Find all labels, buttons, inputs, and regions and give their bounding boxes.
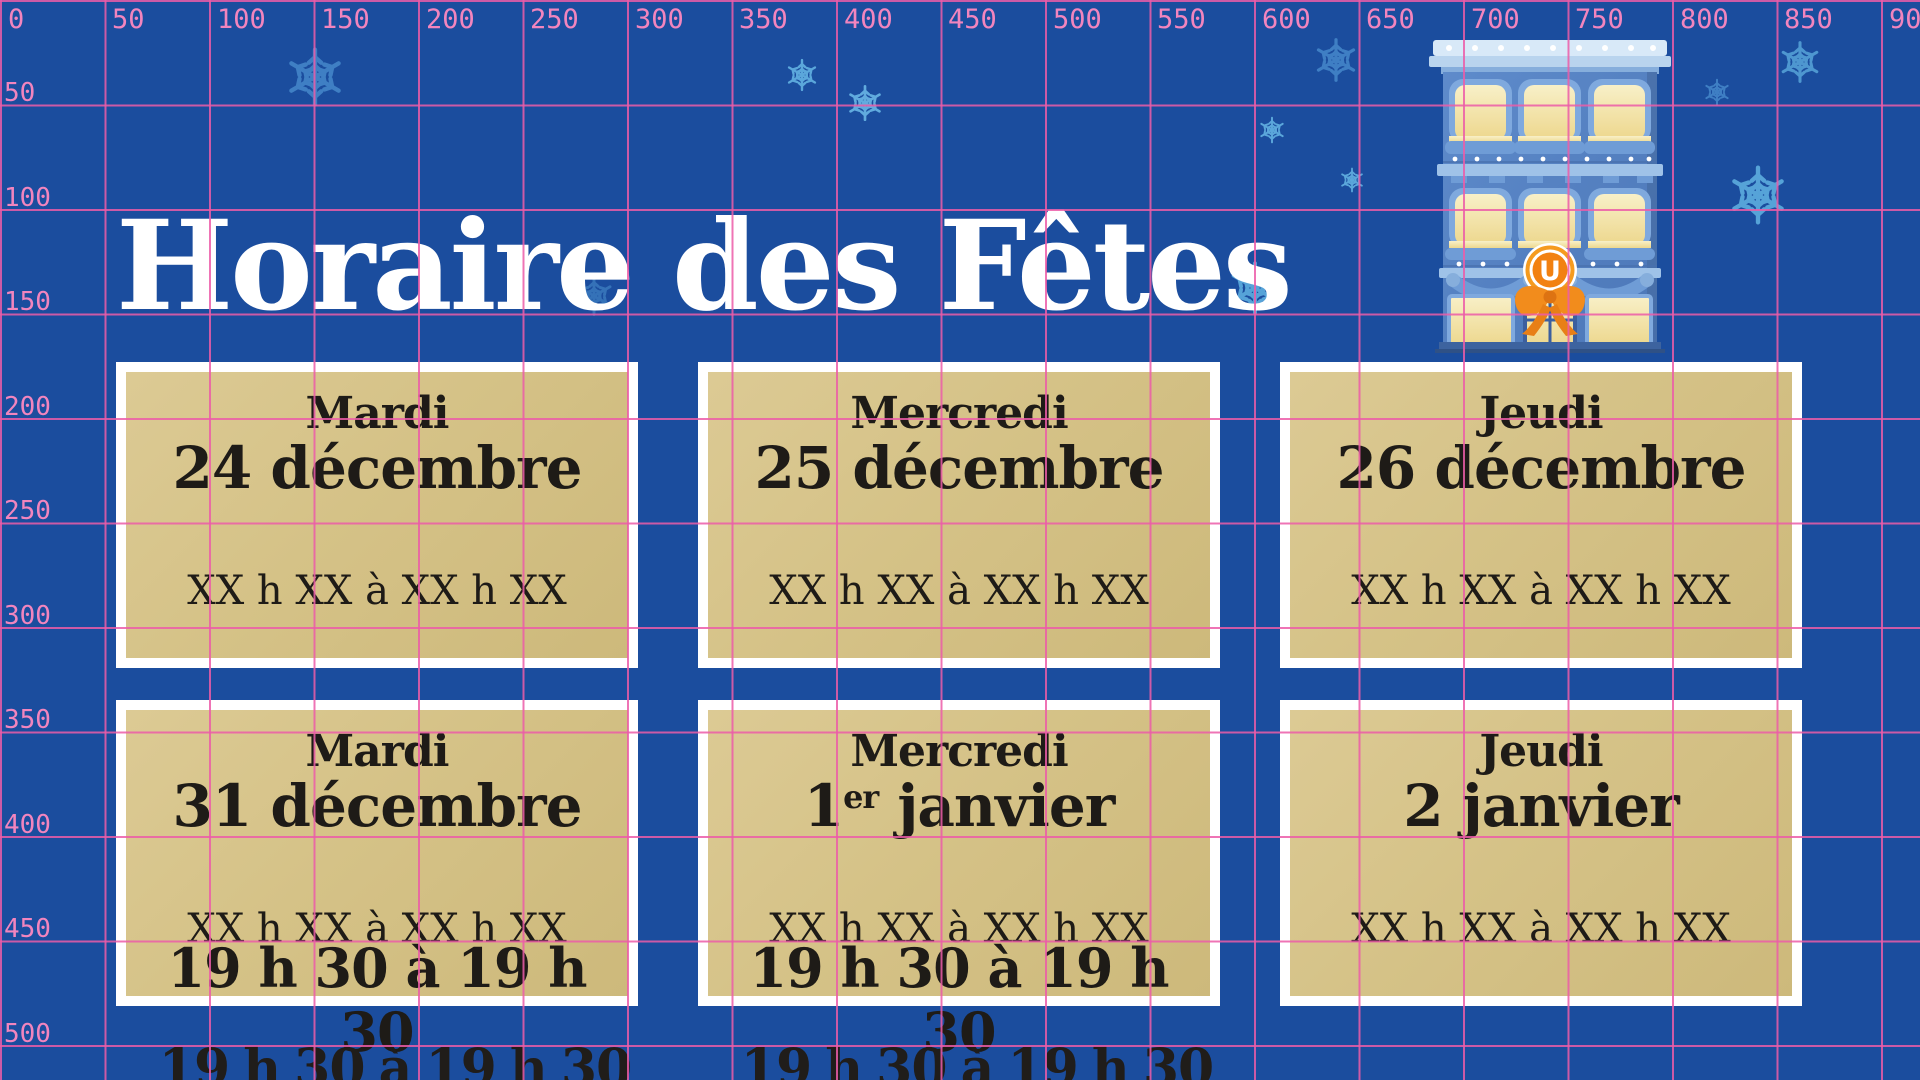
hours-card-panel: Mercredi 1er janvier XX h XX à XX h XX 1… bbox=[708, 710, 1210, 1064]
hours-card-panel: Mardi 31 décembre XX h XX à XX h XX 19 h… bbox=[126, 710, 628, 1064]
card-day-label: Mardi bbox=[305, 388, 450, 439]
snowflake-icon bbox=[846, 84, 884, 122]
hours-card-1-jan: Mercredi 1er janvier XX h XX à XX h XX 1… bbox=[698, 700, 1220, 1064]
store-building-illustration: U bbox=[1429, 40, 1671, 353]
ruler-label-left: 100 bbox=[4, 183, 51, 213]
card-day-label: Mercredi bbox=[850, 726, 1068, 777]
ruler-label-top: 200 bbox=[426, 4, 475, 35]
hours-card-panel: Mercredi 25 décembre XX h XX à XX h XX bbox=[708, 372, 1210, 658]
ruler-label-left: 400 bbox=[4, 810, 51, 840]
store-logo-letter: U bbox=[1539, 256, 1561, 287]
card-hours-placeholder: XX h XX à XX h XX bbox=[187, 568, 567, 614]
snowflake-icon bbox=[1258, 116, 1286, 144]
ruler-label-top: 0 bbox=[8, 4, 25, 35]
middle-windows bbox=[1449, 188, 1651, 248]
hours-card-24-dec: Mardi 24 décembre XX h XX à XX h XX bbox=[116, 362, 638, 668]
card-date-label: 2 janvier bbox=[1403, 772, 1679, 841]
overflow-hours-text: 19 h 30 à 19 h 30 bbox=[158, 1038, 632, 1080]
ruler-label-left: 300 bbox=[4, 601, 51, 631]
poster-title: Horaire des Fêtes bbox=[116, 194, 1293, 340]
ruler-label-left: 50 bbox=[4, 78, 36, 108]
snowflake-icon bbox=[1778, 40, 1822, 84]
hours-card-31-dec: Mardi 31 décembre XX h XX à XX h XX 19 h… bbox=[116, 700, 638, 1064]
upper-windows bbox=[1449, 79, 1651, 143]
ruler-label-top: 800 bbox=[1680, 4, 1729, 35]
ruler-label-top: 450 bbox=[948, 4, 997, 35]
ruler-label-top: 250 bbox=[530, 4, 579, 35]
snowflake-icon bbox=[1313, 37, 1359, 83]
snowflake-icon bbox=[284, 46, 346, 108]
snowflake-icon bbox=[785, 58, 819, 92]
card-date-label: 1er janvier bbox=[803, 772, 1116, 841]
ruler-label-left: 200 bbox=[4, 392, 51, 422]
card-hours-placeholder: XX h XX à XX h XX bbox=[1351, 906, 1731, 952]
ruler-label-top: 550 bbox=[1157, 4, 1206, 35]
ruler-label-top: 100 bbox=[217, 4, 266, 35]
card-day-label: Jeudi bbox=[1479, 726, 1603, 777]
card-day-label: Mercredi bbox=[850, 388, 1068, 439]
ruler-label-top: 300 bbox=[635, 4, 684, 35]
ruler-label-top: 900 bbox=[1889, 4, 1920, 35]
ruler-label-top: 400 bbox=[844, 4, 893, 35]
overflow-hours-text: 19 h 30 à 19 h 30 bbox=[740, 1038, 1214, 1080]
ruler-label-top: 500 bbox=[1053, 4, 1102, 35]
card-date-label: 24 décembre bbox=[172, 434, 583, 503]
ruler-label-top: 350 bbox=[739, 4, 788, 35]
card-day-label: Jeudi bbox=[1479, 388, 1603, 439]
ruler-label-left: 500 bbox=[4, 1019, 51, 1049]
ruler-label-left: 150 bbox=[4, 287, 51, 317]
ruler-label-top: 600 bbox=[1262, 4, 1311, 35]
ruler-label-top: 50 bbox=[112, 4, 145, 35]
snowflake-icon bbox=[1703, 78, 1731, 106]
snowflake-icon bbox=[1727, 164, 1789, 226]
ruler-label-top: 850 bbox=[1784, 4, 1833, 35]
ruler-label-top: 150 bbox=[321, 4, 370, 35]
hours-card-25-dec: Mercredi 25 décembre XX h XX à XX h XX bbox=[698, 362, 1220, 668]
hours-card-panel: Jeudi 2 janvier XX h XX à XX h XX bbox=[1290, 710, 1792, 996]
card-date-label: 25 décembre bbox=[754, 434, 1165, 503]
card-date-label: 31 décembre bbox=[172, 772, 583, 841]
card-hours-placeholder: XX h XX à XX h XX bbox=[1351, 568, 1731, 614]
ruler-label-left: 350 bbox=[4, 705, 51, 735]
hours-card-panel: Mardi 24 décembre XX h XX à XX h XX bbox=[126, 372, 628, 658]
snowflake-icon bbox=[1339, 167, 1365, 193]
window-garlands bbox=[1445, 141, 1655, 154]
hours-card-26-dec: Jeudi 26 décembre XX h XX à XX h XX bbox=[1280, 362, 1802, 668]
ruler-label-left: 250 bbox=[4, 496, 51, 526]
hours-card-panel: Jeudi 26 décembre XX h XX à XX h XX bbox=[1290, 372, 1792, 658]
hours-card-2-jan: Jeudi 2 janvier XX h XX à XX h XX bbox=[1280, 700, 1802, 1006]
ruler-label-top: 650 bbox=[1366, 4, 1415, 35]
card-day-label: Mardi bbox=[305, 726, 450, 777]
ruler-label-left: 450 bbox=[4, 914, 51, 944]
card-date-label: 26 décembre bbox=[1336, 434, 1747, 503]
card-hours-placeholder: XX h XX à XX h XX bbox=[769, 568, 1149, 614]
